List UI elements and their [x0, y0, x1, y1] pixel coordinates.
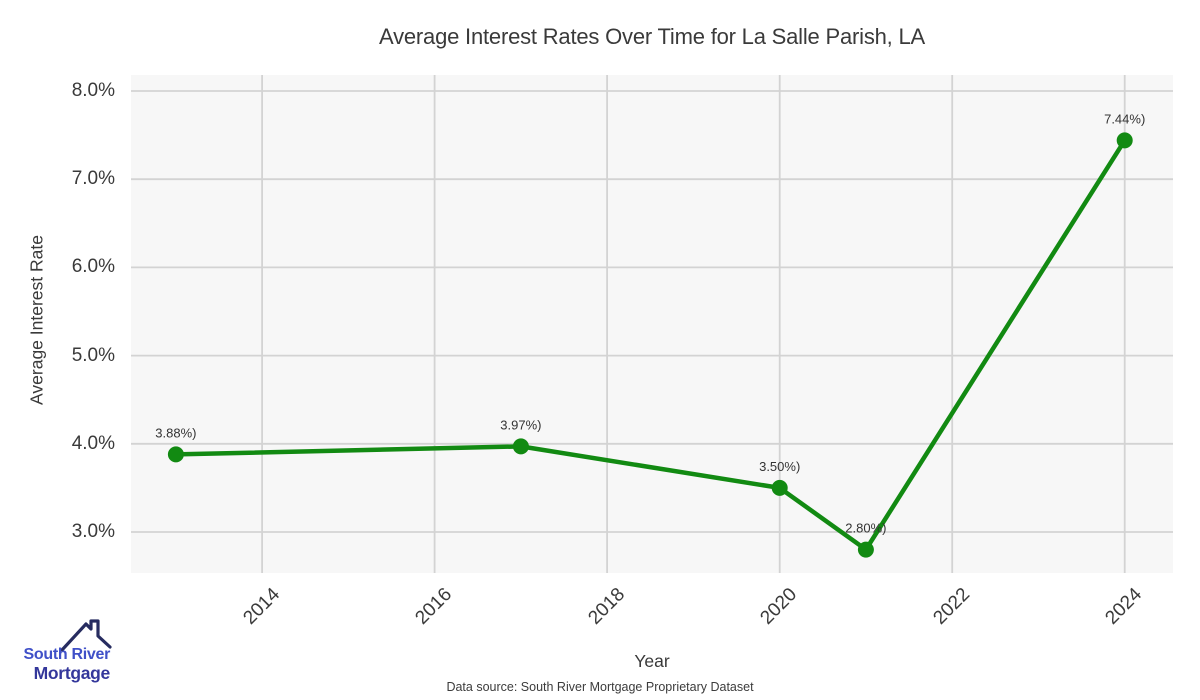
chart-title: Average Interest Rates Over Time for La …	[379, 24, 925, 49]
point-value-label: 3.88%)	[155, 425, 196, 440]
y-tick-label: 3.0%	[71, 520, 115, 542]
line-chart-svg: 3.88%) 3.97%) 3.50%) 2.80%) 7.44%)	[131, 75, 1173, 573]
y-tick-label: 5.0%	[71, 344, 115, 366]
y-tick-label: 4.0%	[71, 432, 115, 454]
point-value-label: 3.97%)	[500, 417, 541, 432]
house-roof-icon	[60, 619, 112, 652]
x-tick-label: 2022	[929, 584, 975, 629]
x-tick-label: 2016	[411, 584, 457, 629]
point-value-label: 7.44%)	[1104, 111, 1145, 126]
plot-area: 3.88%) 3.97%) 3.50%) 2.80%) 7.44%)	[131, 75, 1173, 573]
roof-path	[60, 619, 112, 652]
point-value-label: 3.50%)	[759, 459, 800, 474]
data-point-marker	[857, 541, 874, 558]
data-point-marker	[512, 438, 529, 455]
x-tick-label: 2018	[584, 584, 629, 629]
data-source-note: Data source: South River Mortgage Propri…	[446, 680, 754, 694]
x-axis-title: Year	[634, 651, 670, 671]
x-tick-label: 2024	[1101, 584, 1147, 629]
logo-text-line1: South River	[23, 646, 111, 663]
south-river-mortgage-logo: South River Mortgage	[20, 610, 132, 688]
series-line	[173, 138, 1127, 552]
y-tick-label: 7.0%	[71, 168, 115, 190]
logo-text-line2: Mortgage	[33, 663, 111, 683]
y-tick-label: 6.0%	[71, 256, 115, 278]
x-tick-label: 2014	[239, 584, 284, 629]
data-point-marker	[167, 446, 184, 463]
y-tick-label: 8.0%	[71, 79, 115, 101]
data-point-marker	[1116, 132, 1133, 149]
data-point-marker	[771, 479, 788, 496]
point-value-label: 2.80%)	[845, 521, 886, 536]
x-tick-label: 2020	[756, 584, 802, 629]
